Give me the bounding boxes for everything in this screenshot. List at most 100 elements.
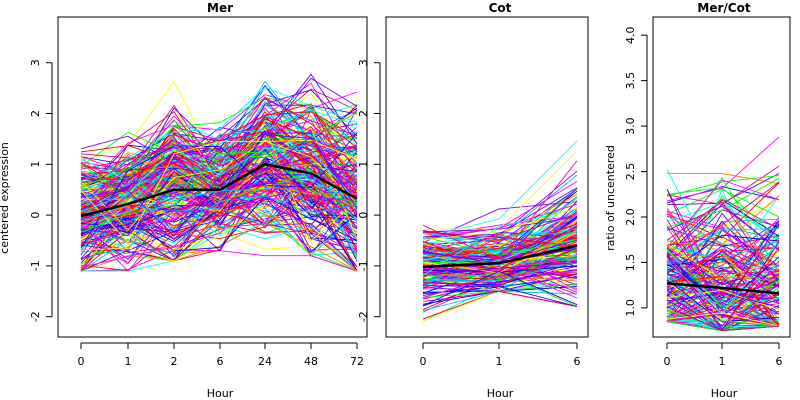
panel-mer-profile-line xyxy=(80,77,358,164)
panel-cot-profile-line xyxy=(422,261,578,286)
panel-mer-cot-series xyxy=(666,136,780,332)
panel-mer-cot-title: Mer/Cot xyxy=(697,1,750,15)
panel-mer-profile-line xyxy=(80,140,358,231)
panel-mer-profile-line xyxy=(80,132,358,236)
panel-mer-cot-y-tick-label: 4.0 xyxy=(624,26,637,44)
panel-mer-cot-y-tick-label: 2.5 xyxy=(624,163,637,181)
panel-mer-profile-line xyxy=(80,195,358,253)
panel-mer-profile-line xyxy=(80,177,358,261)
panel-cot-profile-line xyxy=(422,245,578,287)
panel-mer-cot-xlabel: Hour xyxy=(711,387,738,400)
panel-mer-cot-y-tick-label: 1.0 xyxy=(624,299,637,317)
panel-cot-x-tick-label: 0 xyxy=(420,355,427,368)
panel-mer-cot-profile-line xyxy=(666,186,780,204)
panel-cot-mean-line xyxy=(422,244,578,269)
panel-cot-title: Cot xyxy=(489,1,512,15)
panel-mer-cot: Mer/Cot ratio of uncentered Hour 0 1 6 1.0 1… xyxy=(604,1,791,400)
panel-mer-profile-line xyxy=(80,82,358,185)
panel-mer-profile-line xyxy=(80,86,358,204)
panel-mer-cot-profile-line xyxy=(666,262,780,307)
panel-mer-cot-profile-line xyxy=(666,136,780,202)
panel-mer-profile-line xyxy=(80,169,358,245)
panel-mer-x-tick-label: 72 xyxy=(350,355,364,368)
panel-mer-profile-line xyxy=(80,115,358,230)
panel-cot-profile-line xyxy=(422,265,578,273)
panel-mer-cot-profile-line xyxy=(666,276,780,285)
panel-mer-cot-profile-line xyxy=(666,205,780,251)
panel-mer-profile-line xyxy=(80,194,358,251)
panel-cot-profile-line xyxy=(422,261,578,277)
panel-mer-cot-y-tick-label: 3.5 xyxy=(624,72,637,90)
panel-cot-profile-line xyxy=(422,140,578,238)
panel-cot-profile-line xyxy=(422,265,578,286)
panel-mer-title: Mer xyxy=(207,1,233,15)
panel-mer-profile-line xyxy=(80,149,358,201)
panel-mer-axes: 0 1 2 6 24 48 72 -2 -1 0 1 2 3 xyxy=(29,16,368,368)
panel-mer-profile-line xyxy=(80,182,358,219)
panel-mer-cot-profile-line xyxy=(666,279,780,323)
panel-mer-cot-profile-line xyxy=(666,275,780,326)
panel-mer-profile-line xyxy=(80,151,358,233)
panel-mer-cot-profile-line xyxy=(666,189,780,218)
panel-mer-cot-profile-line xyxy=(666,176,780,274)
panel-cot-x-tick-label: 6 xyxy=(574,355,581,368)
panel-mer-profile-line xyxy=(80,168,358,226)
panel-cot-profile-line xyxy=(422,268,578,297)
panel-mer-y-tick-label: 3 xyxy=(29,59,42,66)
panel-mer-profile-line xyxy=(80,110,358,193)
panel-mer-x-tick-label: 24 xyxy=(258,355,272,368)
panel-mer-frame xyxy=(57,16,368,338)
panel-mer-profile-line xyxy=(80,185,358,252)
panel-mer-cot-profile-line xyxy=(666,248,780,309)
panel-cot-profile-line xyxy=(422,207,578,241)
panel-cot: Cot Hour 0 1 6 -2 -1 0 1 2 3 xyxy=(357,1,589,400)
panel-mer-profile-line xyxy=(80,89,358,190)
panel-mer-profile-line xyxy=(80,147,358,213)
panel-cot-axes: 0 1 6 -2 -1 0 1 2 3 xyxy=(357,16,589,368)
panel-cot-profile-line xyxy=(422,194,578,261)
panel-cot-y-tick-label: 3 xyxy=(357,59,370,66)
panel-mer-xlabel: Hour xyxy=(207,387,234,400)
panel-cot-profile-line xyxy=(422,247,578,260)
panel-mer-profile-line xyxy=(80,143,358,214)
panel-mer-ylabel: centered expression xyxy=(0,142,11,254)
panel-mer-cot-mean-line xyxy=(666,282,780,295)
panel-mer-cot-profile-line xyxy=(666,197,780,278)
panel-mer-y-tick-label: 2 xyxy=(29,110,42,117)
panel-mer-profile-line xyxy=(80,162,358,246)
panel-mer-cot-profile-line xyxy=(666,292,780,308)
panel-mer-x-tick-label: 0 xyxy=(78,355,85,368)
panel-cot-y-tick-label: -1 xyxy=(357,260,370,271)
panel-mer-cot-profile-line xyxy=(666,201,780,285)
panel-mer-cot-frame xyxy=(652,16,791,338)
panel-mer-cot-profile-line xyxy=(666,255,780,304)
panel-mer-cot-profile-line xyxy=(666,175,780,197)
panel-mer-profile-line xyxy=(80,133,358,231)
panel-mer-cot-profile-line xyxy=(666,260,780,327)
panel-mer-x-tick-label: 48 xyxy=(304,355,318,368)
panel-mer-cot-y-tick-label: 1.5 xyxy=(624,254,637,272)
panel-mer-profile-line xyxy=(80,136,358,237)
panel-mer-cot-profile-line xyxy=(666,248,780,305)
panel-mer-cot-profile-line xyxy=(666,309,780,327)
panel-cot-profile-line xyxy=(422,208,578,276)
panel-mer-cot-y-tick-label: 3.0 xyxy=(624,117,637,135)
panel-mer-y-tick-label: 1 xyxy=(29,161,42,168)
panel-mer-profile-line xyxy=(80,208,358,272)
panel-mer-cot-profile-line xyxy=(666,228,780,265)
panel-mer-cot-profile-line xyxy=(666,256,780,308)
panel-mer-cot-profile-line xyxy=(666,289,780,311)
panel-mer-series xyxy=(80,73,358,272)
panel-mer-cot-profile-line xyxy=(666,179,780,249)
panel-mer-y-tick-label: -2 xyxy=(29,311,42,322)
panel-mer-y-tick-label: -1 xyxy=(29,260,42,271)
panel-mer-cot-profile-line xyxy=(666,312,780,327)
panel-cot-profile-line xyxy=(422,160,578,261)
panel-mer-profile-line xyxy=(80,176,358,260)
panel-mer-cot-profile-line xyxy=(666,199,780,256)
panel-mer-profile-line xyxy=(80,190,358,272)
panel-mer-cot-profile-line xyxy=(666,234,780,274)
panel-cot-profile-line xyxy=(422,270,578,298)
panel-cot-y-tick-label: 2 xyxy=(357,110,370,117)
